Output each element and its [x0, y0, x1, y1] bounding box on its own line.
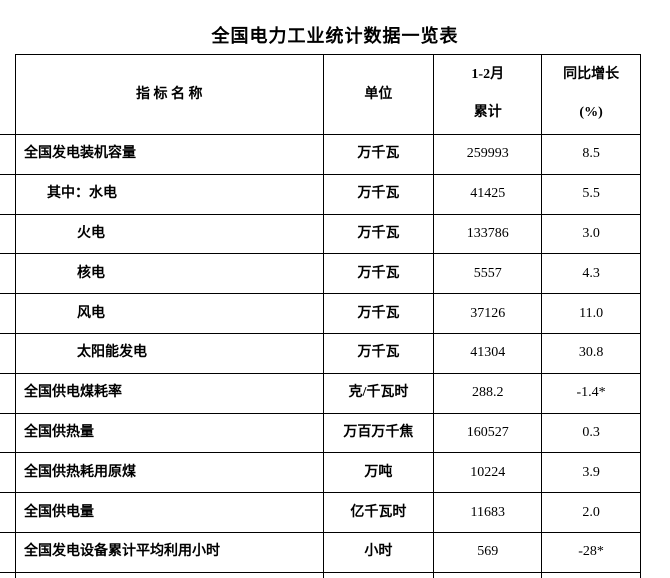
value-cell: 288.2	[433, 373, 541, 413]
unit-cell	[322, 572, 434, 578]
header-period-line1: 1-2月	[471, 67, 505, 82]
header-period-cumulative: 1-2月 累计	[433, 55, 541, 134]
growth-cell: 3.9	[541, 453, 640, 493]
unit-cell: 克/千瓦时	[322, 373, 434, 413]
unit-cell: 万千瓦	[322, 135, 434, 174]
growth-cell: 3.0	[541, 214, 640, 254]
unit-cell: 万千瓦	[322, 294, 434, 333]
indicator-cell: 其中：水电	[15, 174, 323, 214]
header-period-line2: 累计	[473, 105, 502, 120]
header-unit: 单位	[322, 55, 434, 134]
table-row-partial	[15, 572, 641, 578]
indicator-cell: 全国发电装机容量	[15, 135, 323, 174]
growth-cell: 4.3	[541, 254, 640, 294]
value-cell: 41304	[433, 333, 541, 373]
growth-cell: 11.0	[541, 294, 640, 333]
growth-cell: 5.5	[541, 174, 640, 214]
table-body: 全国发电装机容量 万千瓦 259993 8.5 其中：水电 万千瓦 41425 5.5 火电 万千…	[0, 135, 641, 573]
value-cell: 11683	[433, 493, 541, 532]
table-row: 太阳能发电 万千瓦 41304 30.8	[0, 333, 641, 374]
value-cell: 160527	[433, 413, 541, 453]
statistics-table: 指 标 名 称 单位 1-2月 累计 同比增长 (%) 全国发电装机容量 万千瓦 2…	[0, 54, 641, 578]
header-growth-line1: 同比增长	[563, 67, 620, 82]
indicator-cell: 风电	[15, 294, 323, 333]
growth-cell: -28*	[541, 532, 640, 572]
table-row: 风电 万千瓦 37126 11.0	[0, 294, 641, 334]
unit-cell: 万吨	[322, 453, 434, 493]
value-cell: 569	[433, 532, 541, 572]
unit-cell: 万千瓦	[322, 174, 434, 214]
table-row: 全国供电煤耗率 克/千瓦时 288.2 -1.4*	[0, 373, 641, 414]
growth-cell: 0.3	[541, 413, 640, 453]
table-row: 全国供热量 万百万千焦 160527 0.3	[0, 413, 641, 454]
table-row: 全国发电设备累计平均利用小时 小时 569 -28*	[0, 532, 641, 573]
value-cell: 259993	[433, 135, 541, 174]
value-cell: 37126	[433, 294, 541, 333]
table-row: 全国供电量 亿千瓦时 11683 2.0	[0, 493, 641, 533]
indicator-cell	[15, 572, 323, 578]
indicator-cell: 全国供电量	[15, 493, 323, 532]
unit-cell: 亿千瓦时	[322, 493, 434, 532]
indicator-cell: 全国供热量	[15, 413, 323, 453]
growth-cell: -1.4*	[541, 373, 640, 413]
header-yoy-growth: 同比增长 (%)	[541, 55, 640, 134]
value-cell: 10224	[433, 453, 541, 493]
unit-cell: 小时	[322, 532, 434, 572]
table-row: 火电 万千瓦 133786 3.0	[0, 214, 641, 255]
value-cell: 5557	[433, 254, 541, 294]
table-row: 全国发电装机容量 万千瓦 259993 8.5	[0, 135, 641, 175]
table-row: 全国供热耗用原煤 万吨 10224 3.9	[0, 453, 641, 494]
value-cell: 133786	[433, 214, 541, 254]
indicator-cell: 太阳能发电	[15, 333, 323, 373]
indicator-cell: 全国发电设备累计平均利用小时	[15, 532, 323, 572]
unit-cell: 万百万千焦	[322, 413, 434, 453]
unit-cell: 万千瓦	[322, 333, 434, 373]
indicator-cell: 火电	[15, 214, 323, 254]
value-cell: 41425	[433, 174, 541, 214]
page-title: 全国电力工业统计数据一览表	[211, 26, 459, 46]
header-indicator-name: 指 标 名 称	[15, 55, 323, 134]
indicator-cell: 核电	[15, 254, 323, 294]
indicator-cell: 全国供热耗用原煤	[15, 453, 323, 493]
growth-cell: 8.5	[541, 135, 640, 174]
growth-cell: 30.8	[541, 333, 640, 373]
growth-cell	[541, 572, 640, 578]
unit-cell: 万千瓦	[322, 254, 434, 294]
table-row: 其中：水电 万千瓦 41425 5.5	[0, 174, 641, 215]
table-header-row: 指 标 名 称 单位 1-2月 累计 同比增长 (%)	[0, 55, 641, 135]
growth-cell: 2.0	[541, 493, 640, 532]
indicator-cell: 全国供电煤耗率	[15, 373, 323, 413]
unit-cell: 万千瓦	[322, 214, 434, 254]
value-cell	[433, 572, 541, 578]
header-growth-line2: (%)	[579, 105, 603, 120]
table-row: 核电 万千瓦 5557 4.3	[0, 254, 641, 295]
